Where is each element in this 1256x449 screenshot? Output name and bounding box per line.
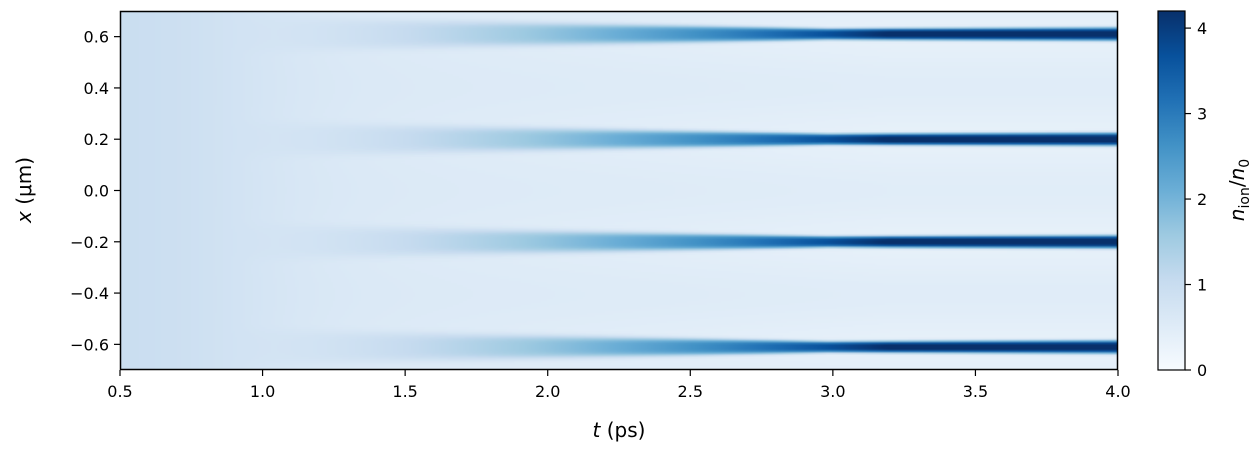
x-tick-label: 4.0 bbox=[1105, 382, 1130, 401]
x-tick-label: 1.0 bbox=[250, 382, 275, 401]
heatmap-image bbox=[120, 11, 1118, 370]
colorbar-tick-label: 2 bbox=[1197, 190, 1207, 209]
x-tick-label: 2.5 bbox=[678, 382, 703, 401]
y-axis-ticks: 0.6 0.4 0.2 0.0 −0.2 −0.4 −0.6 bbox=[70, 28, 120, 354]
y-tick-label: 0.2 bbox=[84, 130, 109, 149]
colorbar-tick-label: 0 bbox=[1197, 361, 1207, 380]
x-tick-label: 2.0 bbox=[535, 382, 560, 401]
colorbar: 0 1 2 3 4 bbox=[1157, 10, 1207, 380]
plot-frame bbox=[119, 10, 1119, 371]
x-tick-label: 3.0 bbox=[820, 382, 845, 401]
y-tick-label: −0.6 bbox=[70, 335, 109, 354]
y-tick-label: 0.4 bbox=[84, 79, 109, 98]
colorbar-ticks: 0 1 2 3 4 bbox=[1185, 19, 1207, 380]
y-tick-label: −0.2 bbox=[70, 233, 109, 252]
colorbar-tick-label: 3 bbox=[1197, 105, 1207, 124]
y-tick-label: 0.0 bbox=[84, 182, 109, 201]
y-tick-label: −0.4 bbox=[70, 284, 109, 303]
y-tick-label: 0.6 bbox=[84, 28, 109, 47]
y-axis-label: x (μm) bbox=[12, 157, 36, 224]
plot-area bbox=[119, 10, 1119, 371]
x-tick-label: 1.5 bbox=[392, 382, 417, 401]
colorbar-tick-label: 1 bbox=[1197, 276, 1207, 295]
colorbar-tick-label: 4 bbox=[1197, 19, 1207, 38]
colorbar-frame bbox=[1157, 10, 1186, 371]
x-axis-ticks: 0.5 1.0 1.5 2.0 2.5 3.0 3.5 4.0 bbox=[107, 370, 1131, 401]
x-tick-label: 0.5 bbox=[107, 382, 132, 401]
colorbar-label: nion/n0 bbox=[1225, 159, 1253, 221]
x-axis-label: t (ps) bbox=[593, 418, 646, 442]
colorbar-gradient bbox=[1158, 11, 1185, 370]
x-tick-label: 3.5 bbox=[963, 382, 988, 401]
